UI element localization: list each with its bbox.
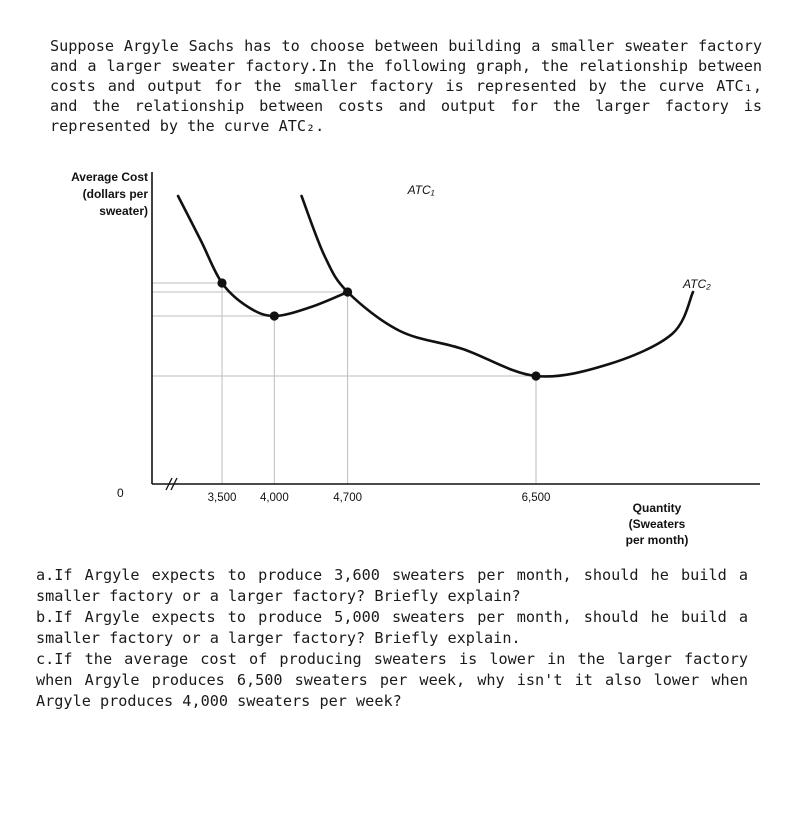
question-a: a.If Argyle expects to produce 3,600 swe… bbox=[36, 566, 748, 605]
x-axis-label-line-2: (Sweaters bbox=[629, 517, 686, 531]
series-label-atc1: ATC₁ bbox=[407, 183, 435, 197]
question-c: c.If the average cost of producing sweat… bbox=[36, 650, 748, 710]
origin-label: 0 bbox=[117, 486, 124, 500]
data-point-2 bbox=[343, 287, 353, 297]
x-axis-label-line-3: per month) bbox=[626, 533, 689, 547]
axis-break bbox=[165, 477, 178, 491]
y-axis-label-line-2: (dollars per bbox=[83, 187, 149, 201]
cost-chart: Average Cost (dollars per sweater) Quant… bbox=[71, 170, 760, 547]
curve-atc2 bbox=[300, 194, 695, 378]
x-axis-label-line-1: Quantity bbox=[633, 501, 682, 515]
problem-intro: Suppose Argyle Sachs has to choose betwe… bbox=[50, 37, 762, 135]
x-tick-label-3: 6,500 bbox=[522, 492, 551, 504]
series-label-atc2: ATC₂ bbox=[682, 277, 711, 291]
question-b: b.If Argyle expects to produce 5,000 swe… bbox=[36, 608, 748, 647]
question-list: a.If Argyle expects to produce 3,600 swe… bbox=[36, 565, 748, 712]
y-axis-label-line-3: sweater) bbox=[99, 204, 148, 218]
x-tick-label-0: 3,500 bbox=[208, 492, 237, 504]
data-point-1 bbox=[269, 311, 279, 321]
data-point-3 bbox=[531, 371, 541, 381]
curve-atc1 bbox=[176, 194, 349, 318]
x-tick-label-1: 4,000 bbox=[260, 492, 289, 504]
data-point-0 bbox=[217, 278, 227, 288]
x-tick-label-2: 4,700 bbox=[333, 492, 362, 504]
y-axis-label-line-1: Average Cost bbox=[71, 170, 148, 184]
